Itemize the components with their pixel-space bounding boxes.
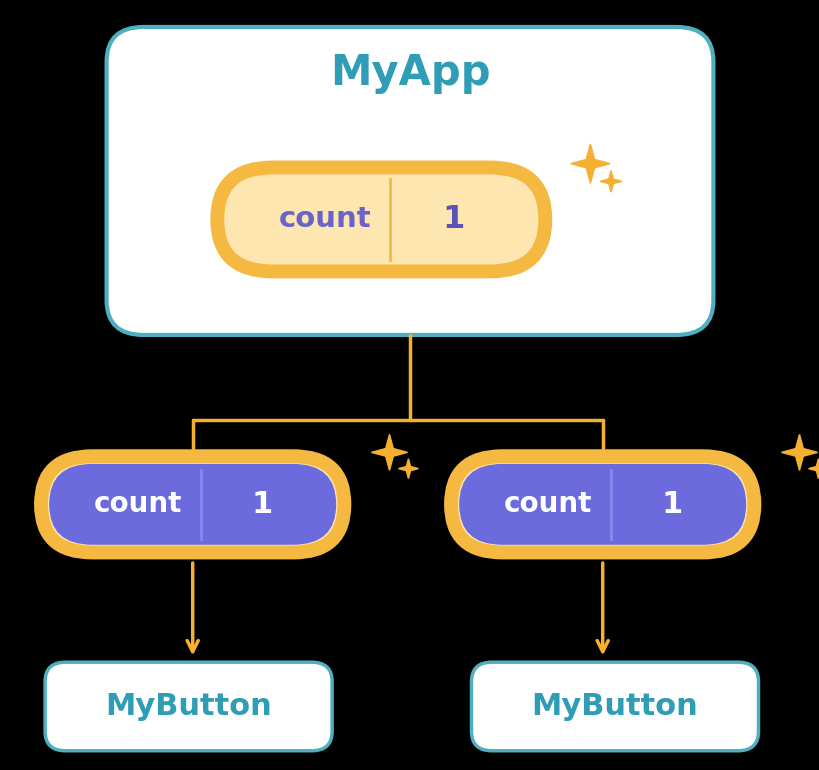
Text: MyButton: MyButton — [105, 692, 272, 721]
FancyBboxPatch shape — [45, 662, 332, 751]
Text: count: count — [504, 490, 591, 518]
Polygon shape — [570, 144, 609, 183]
Text: MyApp: MyApp — [329, 52, 490, 94]
Polygon shape — [781, 434, 817, 470]
FancyBboxPatch shape — [450, 456, 753, 553]
FancyBboxPatch shape — [225, 176, 536, 263]
FancyBboxPatch shape — [471, 662, 758, 751]
Text: count: count — [279, 206, 371, 233]
Text: count: count — [94, 490, 182, 518]
Text: 1: 1 — [251, 490, 273, 519]
Polygon shape — [371, 434, 407, 470]
FancyBboxPatch shape — [217, 168, 545, 272]
Text: MyButton: MyButton — [531, 692, 698, 721]
Polygon shape — [600, 170, 621, 192]
FancyBboxPatch shape — [106, 27, 713, 335]
FancyBboxPatch shape — [49, 464, 336, 545]
Polygon shape — [808, 459, 819, 478]
FancyBboxPatch shape — [459, 464, 745, 545]
Text: 1: 1 — [441, 204, 464, 235]
FancyBboxPatch shape — [41, 456, 344, 553]
Text: 1: 1 — [661, 490, 682, 519]
Polygon shape — [398, 459, 418, 478]
